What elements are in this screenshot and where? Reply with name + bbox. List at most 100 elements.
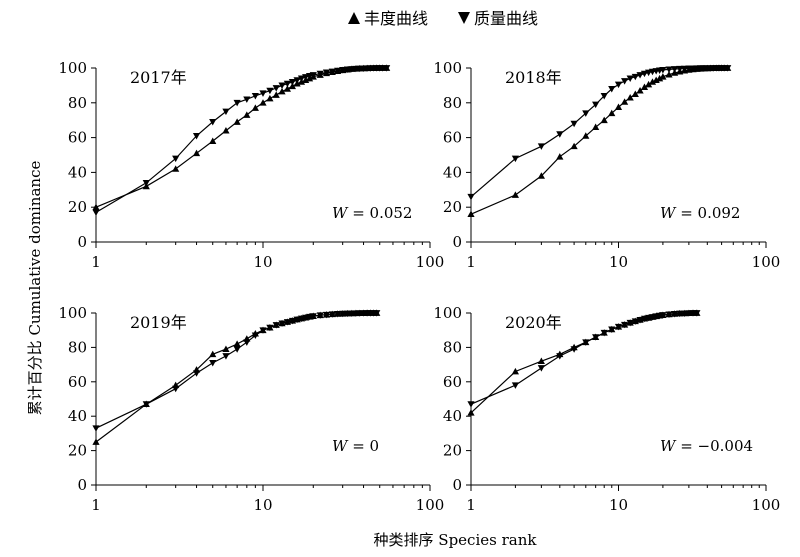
data-point-biomass: [288, 79, 297, 86]
y-tick-label: 80: [443, 94, 462, 112]
data-point-biomass: [592, 334, 600, 341]
x-tick-label: 10: [253, 253, 272, 271]
panel-year-label: 2018年: [505, 68, 562, 87]
data-point-biomass: [665, 66, 673, 73]
data-point-biomass: [665, 311, 673, 318]
y-tick-label: 20: [443, 442, 462, 460]
data-point-abundance: [467, 409, 475, 416]
panel-year-label: 2020年: [505, 313, 562, 332]
data-point-biomass: [537, 143, 545, 150]
data-point-biomass: [676, 310, 684, 318]
y-tick-label: 100: [58, 304, 87, 322]
x-tick-label: 100: [416, 496, 445, 514]
data-point-biomass: [339, 67, 347, 74]
w-statistic: W = −0.004: [660, 437, 753, 455]
data-point-biomass: [272, 85, 280, 92]
data-point-biomass: [676, 65, 684, 73]
data-point-biomass: [222, 353, 230, 360]
x-tick-label: 10: [609, 496, 628, 514]
data-point-biomass: [283, 319, 292, 326]
data-point-biomass: [537, 365, 545, 372]
data-point-biomass: [659, 67, 667, 74]
data-point-abundance: [288, 82, 297, 90]
data-point-abundance: [600, 116, 608, 124]
data-point-biomass: [278, 82, 286, 89]
chart-panel-3: 0 20 40 60 80 100 1 10 100 2019年 W = 0: [58, 304, 444, 514]
w-statistic-symbol: W: [332, 437, 349, 455]
data-point-biomass: [614, 81, 623, 89]
data-point-abundance: [243, 111, 251, 118]
data-point-biomass: [233, 99, 241, 107]
data-point-biomass: [339, 310, 347, 318]
data-point-biomass: [328, 68, 336, 76]
y-axis-title: 累计百分比 Cumulative dominance: [26, 161, 44, 416]
data-point-biomass: [309, 313, 317, 320]
data-point-abundance: [222, 345, 230, 352]
data-point-biomass: [608, 326, 616, 333]
data-point-abundance: [172, 165, 180, 172]
data-point-abundance: [656, 74, 664, 82]
data-point-biomass: [288, 317, 297, 325]
x-tick-label: 1: [466, 253, 476, 271]
data-point-biomass: [293, 316, 301, 324]
series-line-abundance: [470, 67, 728, 215]
data-point-biomass: [511, 382, 520, 389]
data-point-abundance: [626, 93, 634, 101]
data-point-abundance: [233, 118, 241, 125]
data-point-biomass: [570, 346, 578, 353]
data-point-abundance: [608, 109, 616, 117]
y-tick-label: 40: [443, 407, 462, 425]
w-statistic: W = 0.052: [332, 204, 412, 222]
data-point-abundance: [209, 350, 217, 358]
y-tick-label: 100: [433, 59, 462, 77]
data-point-abundance: [640, 83, 649, 91]
data-point-biomass: [283, 80, 292, 88]
data-point-biomass: [600, 92, 608, 100]
data-point-biomass: [592, 101, 600, 109]
data-point-biomass: [640, 70, 649, 78]
data-point-biomass: [680, 310, 689, 317]
data-point-abundance: [648, 78, 657, 85]
chart-panel-4: 0 20 40 60 80 100 1 10 100 2020年 W = −0.004: [433, 304, 780, 514]
data-point-biomass: [92, 425, 100, 432]
data-point-biomass: [343, 66, 351, 73]
x-tick-label: 10: [253, 496, 272, 514]
x-tick-label: 1: [466, 496, 476, 514]
data-point-abundance: [278, 87, 286, 95]
data-point-biomass: [556, 131, 564, 138]
data-point-biomass: [316, 70, 324, 78]
data-point-abundance: [467, 210, 475, 218]
data-point-abundance: [631, 90, 639, 97]
data-point-abundance: [92, 203, 100, 211]
data-point-biomass: [640, 315, 649, 323]
data-point-abundance: [283, 85, 292, 92]
data-point-abundance: [511, 191, 520, 198]
data-point-biomass: [92, 209, 100, 217]
data-point-biomass: [251, 332, 259, 339]
data-point-biomass: [192, 132, 201, 140]
panel-year-label: 2019年: [130, 313, 187, 332]
data-point-biomass: [467, 193, 475, 201]
data-point-biomass: [322, 311, 331, 319]
data-point-abundance: [537, 172, 545, 179]
data-point-biomass: [266, 324, 274, 332]
data-point-biomass: [600, 329, 608, 337]
data-point-biomass: [251, 92, 259, 100]
y-tick-label: 0: [452, 233, 462, 251]
series-line-biomass: [95, 67, 387, 213]
x-tick-label: 100: [752, 496, 781, 514]
w-statistic-value: = 0.052: [347, 204, 412, 222]
data-point-biomass: [383, 65, 391, 72]
y-tick-label: 20: [68, 442, 87, 460]
data-point-biomass: [272, 322, 280, 329]
y-tick-label: 40: [68, 163, 87, 181]
y-tick-label: 0: [452, 476, 462, 494]
w-statistic-value: = 0.092: [675, 204, 740, 222]
data-point-biomass: [209, 360, 217, 367]
data-point-biomass: [243, 96, 251, 103]
data-point-biomass: [636, 317, 644, 324]
data-point-biomass: [192, 370, 201, 377]
data-point-biomass: [233, 346, 241, 353]
data-point-biomass: [511, 155, 520, 163]
